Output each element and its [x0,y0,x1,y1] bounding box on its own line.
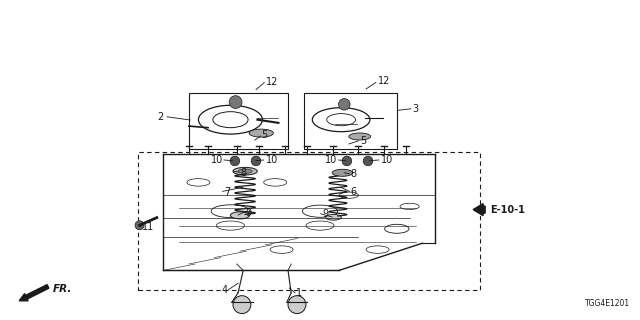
Text: 9: 9 [322,209,328,220]
Ellipse shape [233,167,257,175]
Text: 10: 10 [211,155,223,165]
Ellipse shape [230,212,250,219]
Text: 5: 5 [360,136,367,147]
Ellipse shape [326,214,342,220]
Circle shape [229,96,242,108]
Text: 8: 8 [351,169,357,180]
Ellipse shape [349,133,371,140]
Text: 10: 10 [266,155,278,165]
Bar [189,93,288,149]
Circle shape [230,156,240,166]
Text: TGG4E1201: TGG4E1201 [585,299,630,308]
Text: 7: 7 [224,187,230,197]
Text: 3: 3 [413,104,419,114]
Ellipse shape [332,169,353,176]
Circle shape [251,156,261,166]
FancyArrow shape [473,204,485,216]
Circle shape [288,296,306,314]
Circle shape [364,156,372,166]
Text: 8: 8 [241,168,247,178]
Circle shape [339,99,350,110]
Circle shape [342,156,352,166]
Text: 4: 4 [221,285,227,295]
Text: 5: 5 [261,130,268,140]
Ellipse shape [238,169,252,173]
Text: 9: 9 [245,208,252,218]
Text: FR.: FR. [52,284,72,294]
Text: 12: 12 [378,76,390,86]
Bar [304,93,397,149]
Text: 2: 2 [157,112,163,122]
Text: 10: 10 [325,155,337,165]
Text: 1: 1 [296,288,303,299]
Circle shape [135,221,144,230]
FancyArrow shape [19,284,49,301]
Text: 10: 10 [381,155,393,165]
Text: 6: 6 [351,187,357,197]
Bar [138,152,480,290]
Text: E-10-1: E-10-1 [490,204,525,215]
Text: 11: 11 [142,222,154,232]
Ellipse shape [249,129,273,137]
Circle shape [233,296,251,314]
Text: 12: 12 [266,76,278,87]
